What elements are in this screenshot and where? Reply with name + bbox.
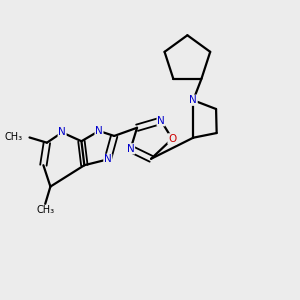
Text: N: N (127, 144, 134, 154)
Text: N: N (104, 154, 112, 164)
Text: O: O (168, 134, 176, 144)
Text: N: N (157, 116, 165, 126)
Text: CH₃: CH₃ (4, 133, 22, 142)
Text: CH₃: CH₃ (36, 206, 54, 215)
Text: N: N (95, 126, 103, 136)
Text: N: N (58, 128, 66, 137)
Text: N: N (189, 95, 197, 105)
